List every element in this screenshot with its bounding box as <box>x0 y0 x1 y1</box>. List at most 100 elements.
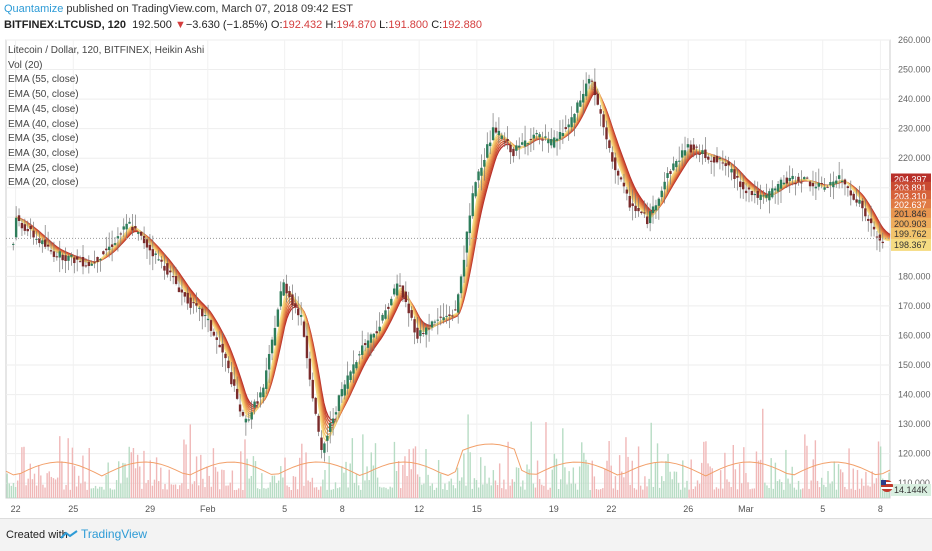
candle <box>582 93 585 103</box>
volume-bar <box>271 475 274 498</box>
volume-bar <box>263 488 265 498</box>
candle <box>608 140 611 149</box>
volume-bar <box>183 439 185 498</box>
volume-bar <box>360 489 362 498</box>
candle <box>46 244 50 247</box>
volume-bar <box>197 485 200 498</box>
legend-ema-55[interactable]: EMA (55, close) <box>8 74 79 86</box>
volume-bar <box>637 446 640 498</box>
volume-bar <box>589 489 591 498</box>
legend-ema-25[interactable]: EMA (25, close) <box>8 162 79 174</box>
tradingview-link[interactable]: TradingView <box>60 527 147 541</box>
candle <box>817 182 820 187</box>
publish-header: Quantamize published on TradingView.com,… <box>4 3 353 15</box>
volume-bar <box>357 485 360 498</box>
us-flag-icon <box>881 480 893 492</box>
candle <box>756 190 759 198</box>
created-with-label: Created with <box>6 529 68 541</box>
volume-bar <box>722 488 724 498</box>
volume-bar <box>471 488 474 498</box>
volume-bar <box>273 475 276 498</box>
candle <box>704 149 707 159</box>
volume-bar <box>48 471 50 498</box>
volume-bar <box>397 460 400 498</box>
volume-bar <box>206 466 208 498</box>
candle <box>227 360 230 369</box>
candle <box>788 177 791 181</box>
candle <box>861 200 864 209</box>
x-tick-label: 26 <box>683 504 693 514</box>
volume-bar <box>741 483 743 498</box>
volume-bar <box>623 477 625 498</box>
volume-bar <box>749 489 751 498</box>
candle <box>448 314 451 316</box>
legend-ema-45[interactable]: EMA (45, close) <box>8 103 79 115</box>
candle <box>631 203 634 207</box>
candle <box>224 353 227 359</box>
candle <box>826 186 829 188</box>
legend-volume[interactable]: Vol (20) <box>8 59 43 71</box>
legend-ema-20[interactable]: EMA (20, close) <box>8 177 79 189</box>
volume-bar <box>837 464 840 498</box>
volume-bar <box>551 469 553 498</box>
price-chart[interactable]: 260.000250.000240.000230.000220.000210.0… <box>0 36 932 518</box>
volume-bar <box>770 458 772 498</box>
volume-bar <box>616 489 619 498</box>
candle <box>616 170 620 176</box>
volume-bar <box>16 480 19 498</box>
volume-bar <box>208 475 210 498</box>
y-tick-label: 130.000 <box>898 419 931 429</box>
candle <box>442 317 445 321</box>
candle <box>410 310 413 318</box>
candle <box>532 134 535 139</box>
volume-bar <box>35 485 38 498</box>
y-tick-label: 180.000 <box>898 271 931 281</box>
volume-bar <box>633 488 636 498</box>
x-tick-label: 5 <box>282 504 287 514</box>
candle <box>288 291 291 298</box>
volume-bar <box>265 488 267 498</box>
volume-bar <box>141 488 143 498</box>
volume-bar <box>730 486 732 498</box>
volume-bar <box>248 478 250 498</box>
legend-ema-35[interactable]: EMA (35, close) <box>8 133 79 145</box>
volume-bar <box>774 462 777 498</box>
volume-bar <box>524 489 526 498</box>
candle <box>614 157 617 171</box>
volume-bar <box>465 485 467 498</box>
candle <box>157 259 160 261</box>
volume-bar <box>225 485 227 498</box>
volume-bar <box>675 471 678 498</box>
volume-bar <box>717 488 720 498</box>
candle <box>35 238 38 240</box>
volume-bar <box>433 489 436 498</box>
candle <box>881 241 884 244</box>
volume-bar <box>696 480 699 498</box>
legend-ema-40[interactable]: EMA (40, close) <box>8 118 79 130</box>
legend-ema-50[interactable]: EMA (50, close) <box>8 89 79 101</box>
volume-bar <box>842 472 844 498</box>
candle <box>672 163 675 171</box>
volume-bar <box>210 486 213 498</box>
author-link[interactable]: Quantamize <box>4 3 64 15</box>
candle <box>837 175 841 179</box>
candle <box>119 233 123 235</box>
volume-bar <box>164 483 166 498</box>
volume-bar <box>671 479 673 498</box>
candle <box>832 181 835 188</box>
candle <box>692 144 695 150</box>
volume-bar <box>410 469 412 498</box>
volume-bar <box>778 479 781 498</box>
volume-bar <box>303 485 305 498</box>
volume-bar <box>130 452 133 498</box>
volume-bar <box>673 471 676 498</box>
volume-bar <box>425 449 427 498</box>
volume-bar <box>400 488 402 498</box>
volume-bar <box>296 489 299 498</box>
candle <box>599 109 602 114</box>
volume-bar <box>176 489 179 498</box>
legend-ema-30[interactable]: EMA (30, close) <box>8 147 79 159</box>
candle <box>451 315 454 317</box>
volume-bar <box>684 487 686 498</box>
volume-bar <box>418 476 421 498</box>
